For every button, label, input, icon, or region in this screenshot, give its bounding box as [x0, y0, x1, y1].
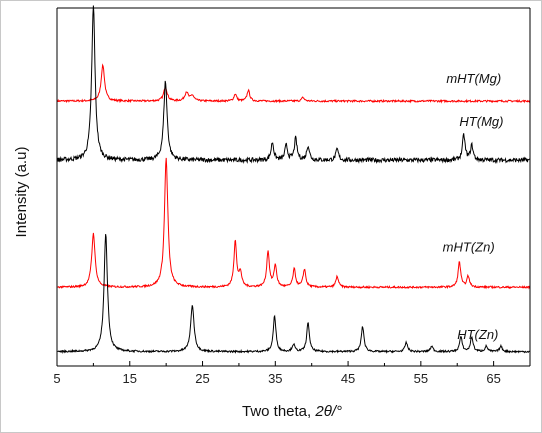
x-axis-label-symbol: 2θ/° [314, 403, 342, 420]
x-tick-label: 25 [195, 371, 209, 386]
axes-layer [56, 7, 531, 367]
series-line-htzn [57, 234, 530, 355]
x-axis-label: Two theta, 2θ/° [242, 403, 342, 420]
series-labels: mHT(Mg) HT(Mg) mHT(Zn) HT(Zn) [443, 71, 504, 342]
series-label: HT(Zn) [457, 327, 498, 342]
series-line-mhtzn [57, 157, 531, 290]
ticks-layer: 5 15 25 35 45 55 65 [53, 361, 501, 386]
x-tick-label: 65 [486, 371, 500, 386]
series-layer [57, 5, 531, 355]
x-tick-label: 15 [123, 371, 137, 386]
x-axis-label-prefix: Two theta, [242, 403, 315, 420]
x-tick-label: 5 [53, 371, 60, 386]
series-label: mHT(Zn) [443, 239, 495, 254]
series-line-htmg [57, 5, 531, 165]
series-label: HT(Mg) [459, 114, 503, 129]
x-tick-label: 45 [341, 371, 355, 386]
series-line-mhtmg [57, 63, 531, 104]
x-tick-label: 55 [414, 371, 428, 386]
series-label: mHT(Mg) [446, 71, 501, 86]
y-axis-label: Intensity (a.u) [13, 147, 30, 238]
x-tick-label: 35 [268, 371, 282, 386]
